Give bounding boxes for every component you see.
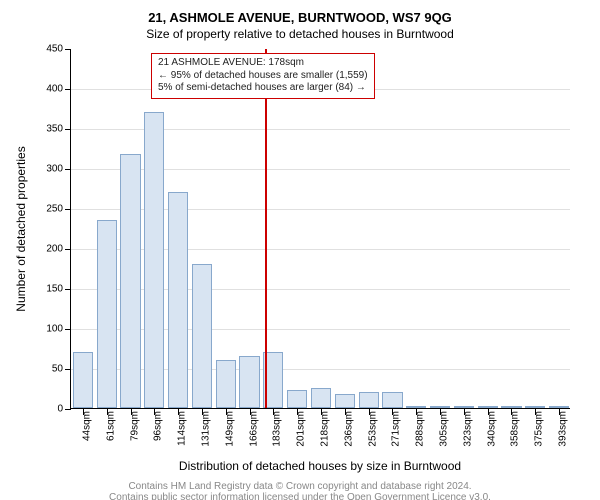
x-tick-label: 131sqm (200, 411, 211, 447)
y-tick (65, 49, 71, 50)
x-tick-label: 271sqm (391, 411, 402, 447)
y-tick-label: 200 (46, 244, 63, 255)
histogram-bar (335, 394, 355, 408)
y-axis-title: Number of detached properties (14, 146, 28, 311)
histogram-bar (454, 406, 474, 408)
y-tick-label: 300 (46, 164, 63, 175)
page-subtitle: Size of property relative to detached ho… (0, 27, 600, 41)
histogram-chart: 05010015020025030035040045044sqm61sqm79s… (70, 49, 570, 409)
histogram-bar (359, 392, 379, 408)
x-tick-label: 340sqm (486, 411, 497, 447)
y-tick (65, 89, 71, 90)
y-tick-label: 0 (57, 404, 63, 415)
x-tick-label: 305sqm (439, 411, 450, 447)
histogram-bar (382, 392, 402, 408)
x-tick-label: 149sqm (224, 411, 235, 447)
x-tick-label: 323sqm (462, 411, 473, 447)
x-tick-label: 236sqm (343, 411, 354, 447)
y-tick-label: 150 (46, 284, 63, 295)
x-tick-label: 79sqm (129, 411, 140, 441)
y-tick-label: 250 (46, 204, 63, 215)
y-tick (65, 249, 71, 250)
y-tick (65, 209, 71, 210)
footer-line-1: Contains HM Land Registry data © Crown c… (0, 481, 600, 492)
histogram-bar (239, 356, 259, 408)
histogram-bar (549, 406, 569, 408)
y-tick-label: 450 (46, 44, 63, 55)
histogram-bar (144, 112, 164, 408)
footer: Contains HM Land Registry data © Crown c… (0, 481, 600, 500)
property-info-box: 21 ASHMOLE AVENUE: 178sqm← 95% of detach… (151, 53, 375, 99)
histogram-bar (311, 388, 331, 408)
histogram-bar (192, 264, 212, 408)
y-tick (65, 169, 71, 170)
x-tick-label: 96sqm (153, 411, 164, 441)
histogram-bar (478, 406, 498, 408)
x-tick-label: 114sqm (177, 411, 188, 446)
x-tick-label: 375sqm (534, 411, 545, 447)
x-tick-label: 218sqm (320, 411, 331, 447)
plot-area: 05010015020025030035040045044sqm61sqm79s… (70, 49, 570, 409)
histogram-bar (501, 406, 521, 408)
x-tick-label: 393sqm (558, 411, 569, 447)
x-tick-label: 288sqm (415, 411, 426, 447)
histogram-bar (120, 154, 140, 408)
x-tick-label: 61sqm (105, 411, 116, 441)
histogram-bar (287, 390, 307, 408)
histogram-bar (216, 360, 236, 408)
y-tick-label: 100 (46, 324, 63, 335)
x-tick-label: 183sqm (272, 411, 283, 447)
histogram-bar (406, 406, 426, 408)
y-tick-label: 350 (46, 124, 63, 135)
histogram-bar (168, 192, 188, 408)
y-tick-label: 50 (52, 364, 63, 375)
x-tick-label: 253sqm (367, 411, 378, 447)
histogram-bar (73, 352, 93, 408)
property-marker-line (265, 49, 267, 408)
histogram-bar (430, 406, 450, 408)
footer-line-2: Contains public sector information licen… (0, 492, 600, 500)
y-tick (65, 129, 71, 130)
info-line: 5% of semi-detached houses are larger (8… (158, 82, 368, 95)
histogram-bar (97, 220, 117, 408)
y-tick (65, 289, 71, 290)
histogram-bar (525, 406, 545, 408)
page-title: 21, ASHMOLE AVENUE, BURNTWOOD, WS7 9QG (0, 10, 600, 25)
info-line: ← 95% of detached houses are smaller (1,… (158, 70, 368, 83)
y-tick-label: 400 (46, 84, 63, 95)
info-line: 21 ASHMOLE AVENUE: 178sqm (158, 57, 368, 70)
x-axis-title: Distribution of detached houses by size … (70, 459, 570, 473)
x-tick-label: 201sqm (296, 411, 307, 447)
x-tick-label: 358sqm (510, 411, 521, 447)
y-tick (65, 329, 71, 330)
y-tick (65, 409, 71, 410)
y-tick (65, 369, 71, 370)
x-tick-label: 166sqm (248, 411, 259, 447)
x-tick-label: 44sqm (81, 411, 92, 441)
